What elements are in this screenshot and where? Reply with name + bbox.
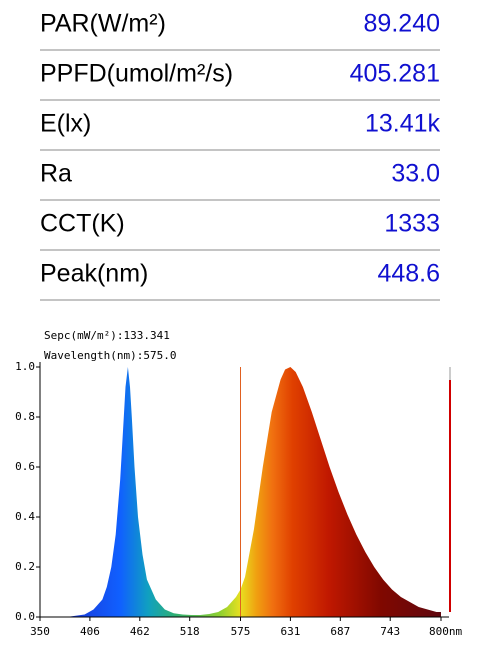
- x-tick-label: 462: [130, 625, 150, 638]
- reading-value: 33.0: [391, 160, 440, 188]
- reading-value: 89.240: [364, 10, 440, 38]
- reading-label: E(lx): [40, 110, 91, 138]
- y-tick-label: 0.4: [15, 510, 35, 523]
- spectrum-chart: Sepc(mW/m²):133.341 Wavelength(nm):575.0 0…: [15, 329, 462, 638]
- reading-label: PPFD(umol/m²/s): [40, 60, 233, 88]
- x-tick-label: 575: [231, 625, 251, 638]
- y-tick-label: 0.6: [15, 460, 35, 473]
- reading-label: Peak(nm): [40, 260, 148, 288]
- reading-value: 448.6: [377, 260, 440, 288]
- y-tick-label: 0.2: [15, 560, 35, 573]
- x-tick-label: 800nm: [429, 625, 462, 638]
- x-tick-label: 687: [330, 625, 350, 638]
- x-tick-label: 350: [30, 625, 50, 638]
- y-tick-label: 0.0: [15, 610, 35, 623]
- readings: PAR(W/m²) 89.240 PPFD(umol/m²/s) 405.281 E(l…: [40, 10, 441, 301]
- x-tick-label: 743: [380, 625, 400, 638]
- reading-value: 1333: [384, 210, 440, 238]
- annotation: Wavelength(nm):575.0: [44, 349, 176, 362]
- reading-value: 13.41k: [365, 110, 441, 138]
- spectrum-area: [40, 367, 441, 617]
- reading-label: Ra: [40, 160, 72, 188]
- y-tick-label: 0.8: [15, 410, 35, 423]
- annotation: Sepc(mW/m²):133.341: [44, 329, 170, 342]
- y-tick-label: 1.0: [15, 360, 35, 373]
- x-tick-label: 631: [280, 625, 300, 638]
- x-tick-label: 406: [80, 625, 100, 638]
- reading-label: CCT(K): [40, 210, 125, 238]
- reading-value: 405.281: [350, 60, 440, 88]
- x-tick-label: 518: [180, 625, 200, 638]
- reading-label: PAR(W/m²): [40, 10, 166, 38]
